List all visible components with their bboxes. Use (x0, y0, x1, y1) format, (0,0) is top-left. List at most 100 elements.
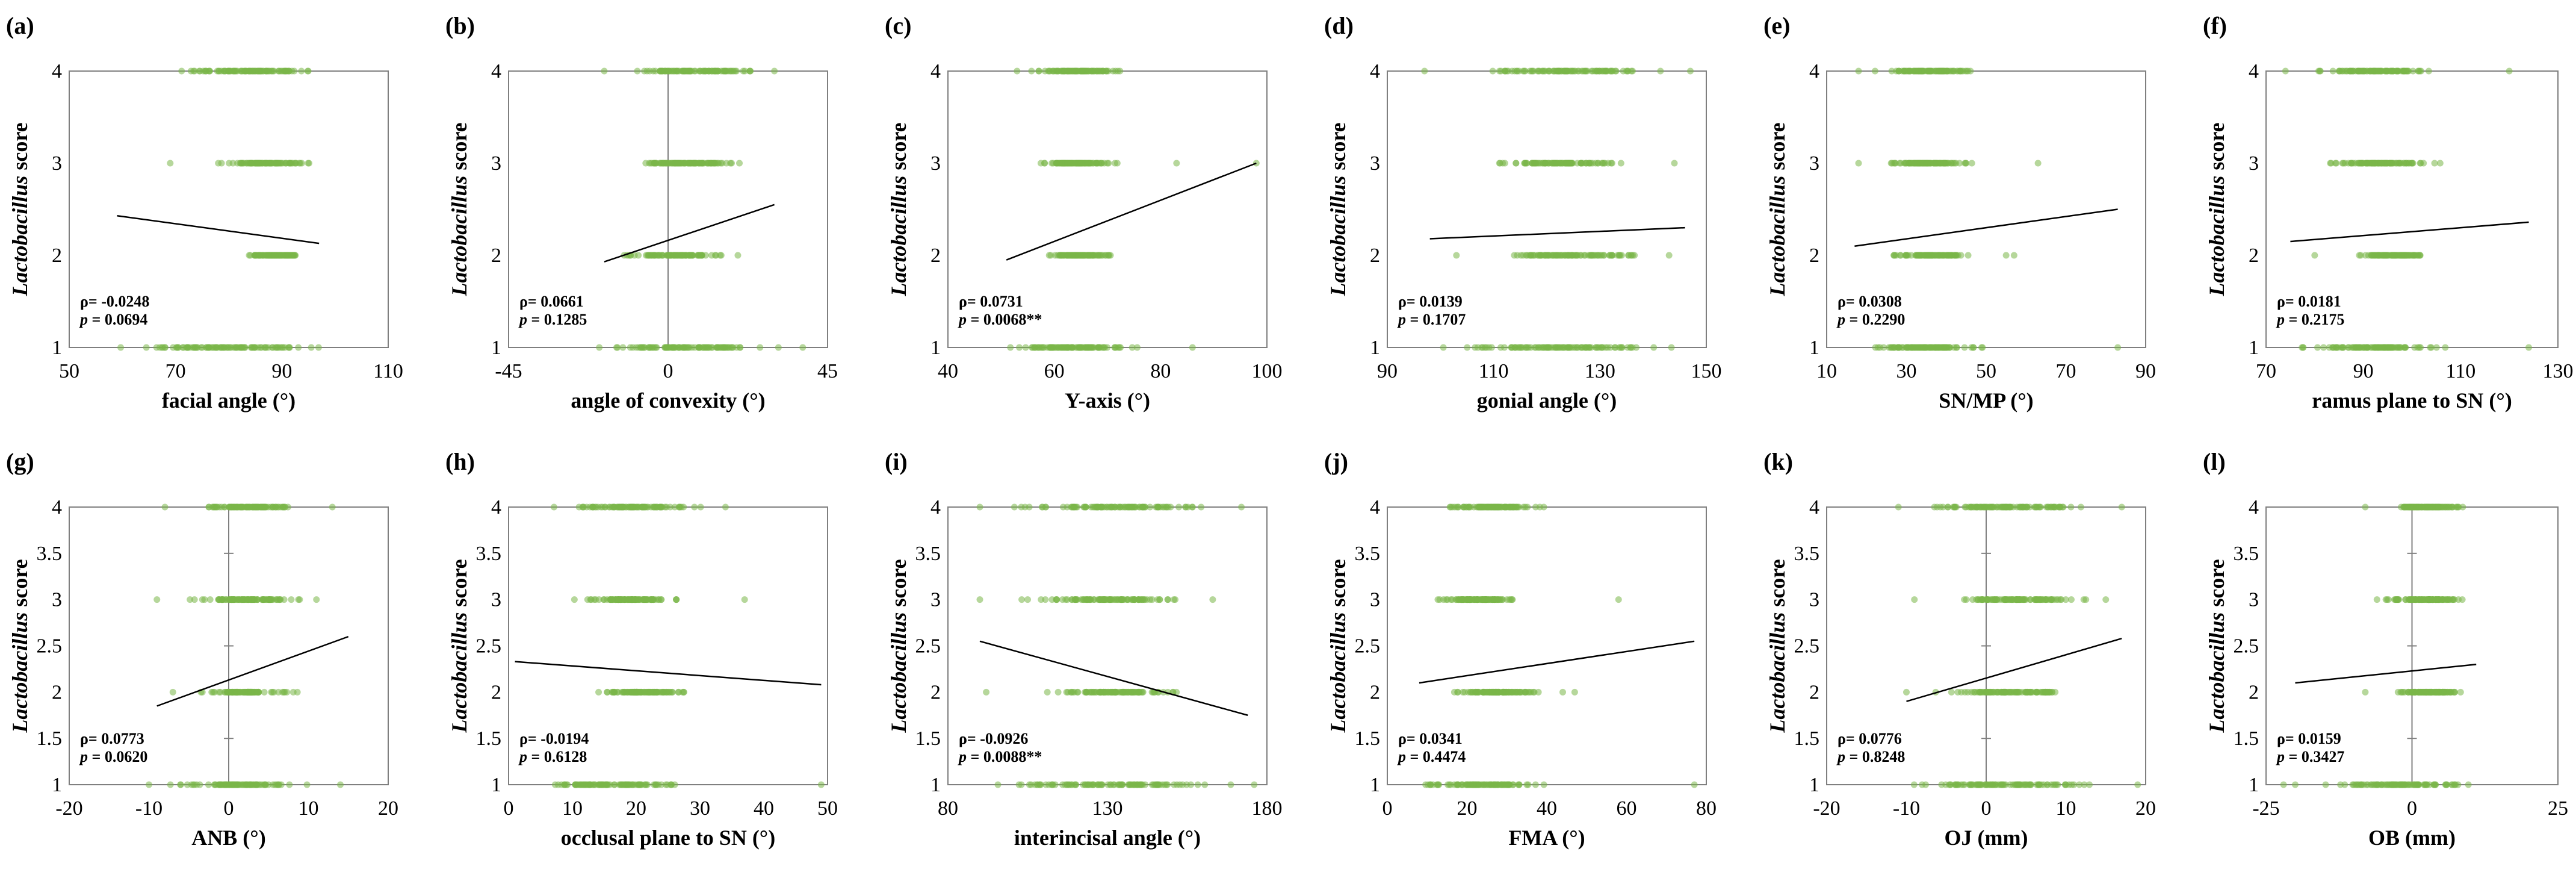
data-point (627, 344, 634, 351)
data-point (2371, 160, 2378, 167)
data-point (1094, 160, 1101, 167)
x-axis-label: ramus plane to SN (°) (2312, 388, 2512, 413)
y-axis-label: Lactobacillus score (447, 122, 471, 296)
data-point (2327, 160, 2334, 167)
data-point (262, 160, 270, 167)
data-point (728, 160, 735, 167)
data-point-outlier (799, 344, 807, 351)
data-point (251, 252, 258, 259)
data-point (1961, 344, 1968, 351)
data-point (2007, 503, 2014, 511)
data-point (2050, 596, 2057, 603)
data-point (252, 503, 259, 511)
data-point (1154, 781, 1161, 788)
data-point (273, 781, 280, 788)
data-point-outlier (1911, 596, 1918, 603)
panel-g: 11.522.533.54-20 -10 0 10 20(g)Lactobacillus… (6, 448, 398, 850)
data-point-outlier (1665, 252, 1673, 259)
data-point (2391, 252, 2398, 259)
y-tick-label: 3.5 (37, 543, 63, 565)
data-point (1041, 160, 1048, 167)
data-point (262, 503, 270, 511)
y-tick-label: 1.5 (37, 727, 63, 750)
data-point (1489, 67, 1496, 75)
x-tick-label: 50 (1976, 360, 1996, 382)
data-point (1067, 160, 1074, 167)
data-point (1194, 781, 1201, 788)
data-point (1948, 688, 1955, 696)
data-point (2336, 67, 2344, 75)
data-point (1464, 344, 1471, 351)
scatter-points (550, 503, 825, 788)
y-tick-label: 2.5 (476, 635, 502, 658)
data-point (722, 67, 729, 75)
data-point (633, 344, 640, 351)
scatter-points (1422, 503, 1698, 788)
data-point (1016, 344, 1023, 351)
rho-label: ρ= -0.0194 (519, 730, 589, 747)
data-point (2418, 596, 2426, 603)
data-point (1172, 596, 1179, 603)
data-point-outlier (1238, 503, 1245, 511)
data-point (226, 596, 233, 603)
data-point (550, 503, 557, 511)
data-point (1227, 781, 1234, 788)
x-tick-label: -10 (1893, 797, 1920, 820)
x-axis-label: SN/MP (°) (1939, 388, 2033, 413)
data-point (649, 344, 656, 351)
data-point (1525, 344, 1532, 351)
y-tick-label: 3 (1809, 152, 1819, 175)
scatter-points (146, 503, 344, 788)
x-tick-label: -45 (495, 360, 522, 382)
data-point (1947, 781, 1954, 788)
data-point (2033, 688, 2040, 696)
data-point (2451, 596, 2458, 603)
y-tick-label: 2 (930, 681, 941, 703)
data-point-outlier (1571, 688, 1578, 696)
data-point (1447, 781, 1454, 788)
data-point (1596, 344, 1603, 351)
data-point (657, 503, 664, 511)
data-point (2057, 503, 2064, 511)
data-point (288, 160, 295, 167)
x-tick-label: -20 (1813, 797, 1840, 820)
y-tick-label: 1 (491, 774, 501, 796)
data-point (229, 160, 237, 167)
data-point (2416, 252, 2423, 259)
x-tick-label: 130 (2543, 360, 2574, 382)
y-tick-label: 3 (1809, 589, 1819, 611)
data-point (1606, 252, 1614, 259)
y-tick-label: 4 (2249, 496, 2259, 519)
data-point (1086, 160, 1093, 167)
p-value-label: p = 0.0620 (79, 748, 147, 765)
data-point (215, 67, 222, 75)
panel-label: (b) (445, 12, 475, 39)
data-point (1110, 596, 1118, 603)
data-point (1483, 344, 1490, 351)
y-tick-label: 3.5 (2234, 543, 2259, 565)
data-point (1918, 252, 1925, 259)
data-point (680, 344, 687, 351)
data-point (994, 781, 1002, 788)
trend-line (515, 661, 822, 686)
data-point (1142, 503, 1149, 511)
data-point (1201, 781, 1209, 788)
data-point (1930, 160, 1937, 167)
data-point (1163, 781, 1170, 788)
x-tick-label: 10 (1816, 360, 1837, 382)
data-point (1535, 252, 1542, 259)
data-point (1958, 67, 1965, 75)
data-point (253, 781, 261, 788)
data-point (689, 252, 696, 259)
p-value-label: p = 0.1707 (1397, 311, 1466, 328)
data-point (1979, 344, 1986, 351)
data-point (742, 67, 749, 75)
data-point (597, 781, 604, 788)
x-tick-label: 110 (373, 360, 403, 382)
y-tick-label: 2 (52, 681, 62, 703)
y-tick-label: 1 (52, 774, 62, 796)
y-axis-label: Lactobacillus score (887, 559, 911, 733)
data-point (1164, 596, 1171, 603)
data-point (1899, 344, 1906, 351)
x-axis-label: occlusal plane to SN (°) (561, 826, 775, 850)
